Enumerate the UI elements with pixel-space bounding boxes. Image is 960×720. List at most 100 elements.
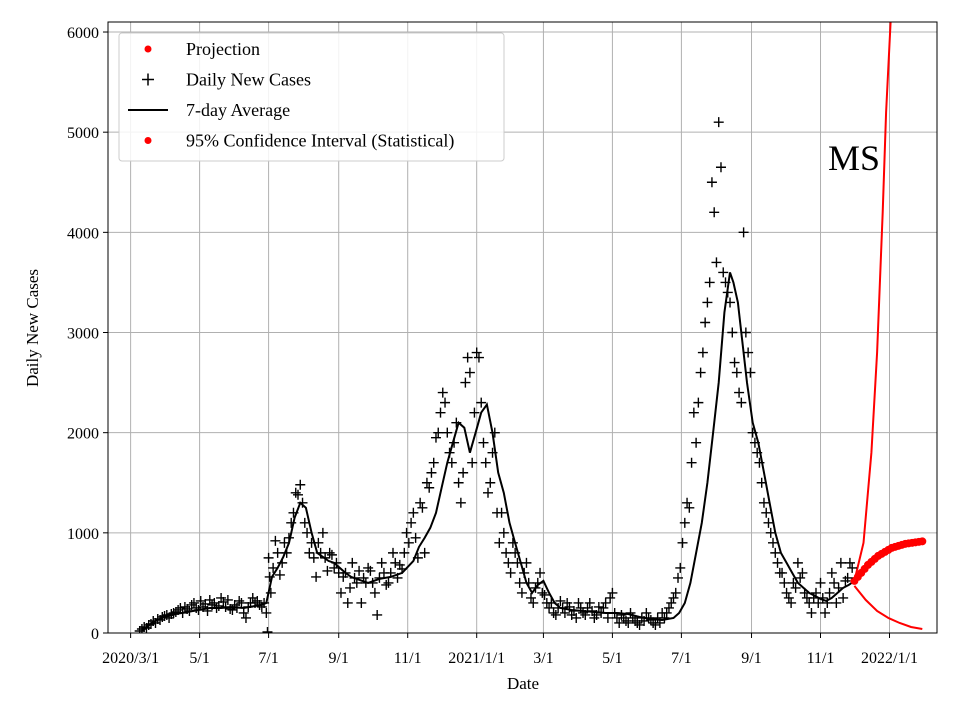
y-tick-label: 0 xyxy=(91,626,99,643)
daily-case-point xyxy=(550,609,561,620)
daily-case-point xyxy=(523,577,534,588)
daily-case-point xyxy=(713,117,724,128)
daily-case-point xyxy=(792,557,803,568)
daily-case-point xyxy=(322,565,333,576)
daily-case-point xyxy=(548,607,559,618)
daily-case-point xyxy=(220,601,231,612)
daily-case-point xyxy=(568,605,579,616)
daily-case-point xyxy=(347,557,358,568)
daily-case-point xyxy=(695,367,706,378)
daily-case-point xyxy=(265,587,276,598)
x-tick-label: 11/1 xyxy=(807,650,835,667)
daily-case-point xyxy=(290,487,301,498)
confidence-interval-upper-curve xyxy=(853,22,892,582)
daily-case-point xyxy=(430,432,441,443)
x-tick-label: 2022/1/1 xyxy=(861,650,918,667)
plot-frame xyxy=(107,21,938,634)
daily-case-point xyxy=(702,297,713,308)
daily-case-point xyxy=(268,562,279,573)
daily-case-point xyxy=(661,607,672,618)
daily-case-point xyxy=(842,572,853,583)
daily-case-point xyxy=(720,277,731,288)
daily-case-point xyxy=(596,607,607,618)
daily-case-point xyxy=(693,397,704,408)
daily-case-point xyxy=(745,367,756,378)
daily-case-point xyxy=(620,615,631,626)
daily-case-point xyxy=(632,617,643,628)
daily-case-point xyxy=(749,437,760,448)
daily-case-point xyxy=(354,565,365,576)
daily-case-point xyxy=(727,327,738,338)
daily-case-point xyxy=(272,547,283,558)
daily-case-point xyxy=(159,610,170,621)
daily-case-point xyxy=(758,497,769,508)
daily-case-point xyxy=(756,477,767,488)
daily-case-point xyxy=(329,562,340,573)
daily-case-point xyxy=(688,407,699,418)
daily-case-point xyxy=(704,277,715,288)
daily-case-point xyxy=(274,569,285,580)
daily-case-point xyxy=(761,507,772,518)
daily-case-point xyxy=(715,162,726,173)
daily-case-point xyxy=(485,477,496,488)
daily-case-point xyxy=(489,427,500,438)
daily-case-point xyxy=(428,457,439,468)
daily-case-point xyxy=(331,557,342,568)
y-tick-label: 6000 xyxy=(67,25,99,42)
daily-case-point xyxy=(152,613,163,624)
daily-case-point xyxy=(435,407,446,418)
daily-case-point xyxy=(670,587,681,598)
daily-case-point xyxy=(659,612,670,623)
daily-case-point xyxy=(218,596,229,607)
daily-case-point xyxy=(817,592,828,603)
daily-case-point xyxy=(729,357,740,368)
daily-case-point xyxy=(483,487,494,498)
daily-case-point xyxy=(460,377,471,388)
daily-case-point xyxy=(808,592,819,603)
daily-case-point xyxy=(440,397,451,408)
daily-case-point xyxy=(770,547,781,558)
daily-case-point xyxy=(471,347,482,358)
daily-case-point xyxy=(654,617,665,628)
daily-case-point xyxy=(679,517,690,528)
daily-case-point xyxy=(376,557,387,568)
daily-case-point xyxy=(191,602,202,613)
daily-case-point xyxy=(410,532,421,543)
daily-case-point xyxy=(697,347,708,358)
daily-case-point xyxy=(607,587,618,598)
daily-case-point xyxy=(498,527,509,538)
daily-case-point xyxy=(304,547,315,558)
daily-case-point xyxy=(847,562,858,573)
daily-case-point xyxy=(157,611,168,622)
daily-case-point xyxy=(231,602,242,613)
legend: Projection Daily New Cases 7-day Average 95… xyxy=(118,32,505,162)
daily-case-point xyxy=(752,447,763,458)
daily-case-point xyxy=(804,597,815,608)
daily-case-point xyxy=(453,477,464,488)
daily-case-point xyxy=(810,587,821,598)
x-tick-label: 2021/1/1 xyxy=(448,650,505,667)
daily-case-point xyxy=(261,607,272,618)
daily-case-point xyxy=(824,587,835,598)
daily-case-point xyxy=(573,597,584,608)
daily-case-point xyxy=(514,577,525,588)
daily-case-point xyxy=(446,457,457,468)
daily-case-point xyxy=(559,607,570,618)
daily-case-point xyxy=(537,587,548,598)
daily-case-point xyxy=(426,467,437,478)
daily-case-point xyxy=(283,532,294,543)
daily-case-point xyxy=(417,502,428,513)
daily-case-point xyxy=(738,227,749,238)
daily-case-point xyxy=(311,571,322,582)
daily-case-point xyxy=(501,547,512,558)
y-tick-label: 1000 xyxy=(67,526,99,543)
x-tick-label: 5/1 xyxy=(602,650,622,667)
daily-case-point xyxy=(614,617,625,628)
daily-case-point xyxy=(718,267,729,278)
daily-case-point xyxy=(293,489,304,500)
daily-case-point xyxy=(487,447,498,458)
x-tick-label: 9/1 xyxy=(328,650,348,667)
daily-case-point xyxy=(833,582,844,593)
daily-case-point xyxy=(666,597,677,608)
daily-case-point xyxy=(374,572,385,583)
